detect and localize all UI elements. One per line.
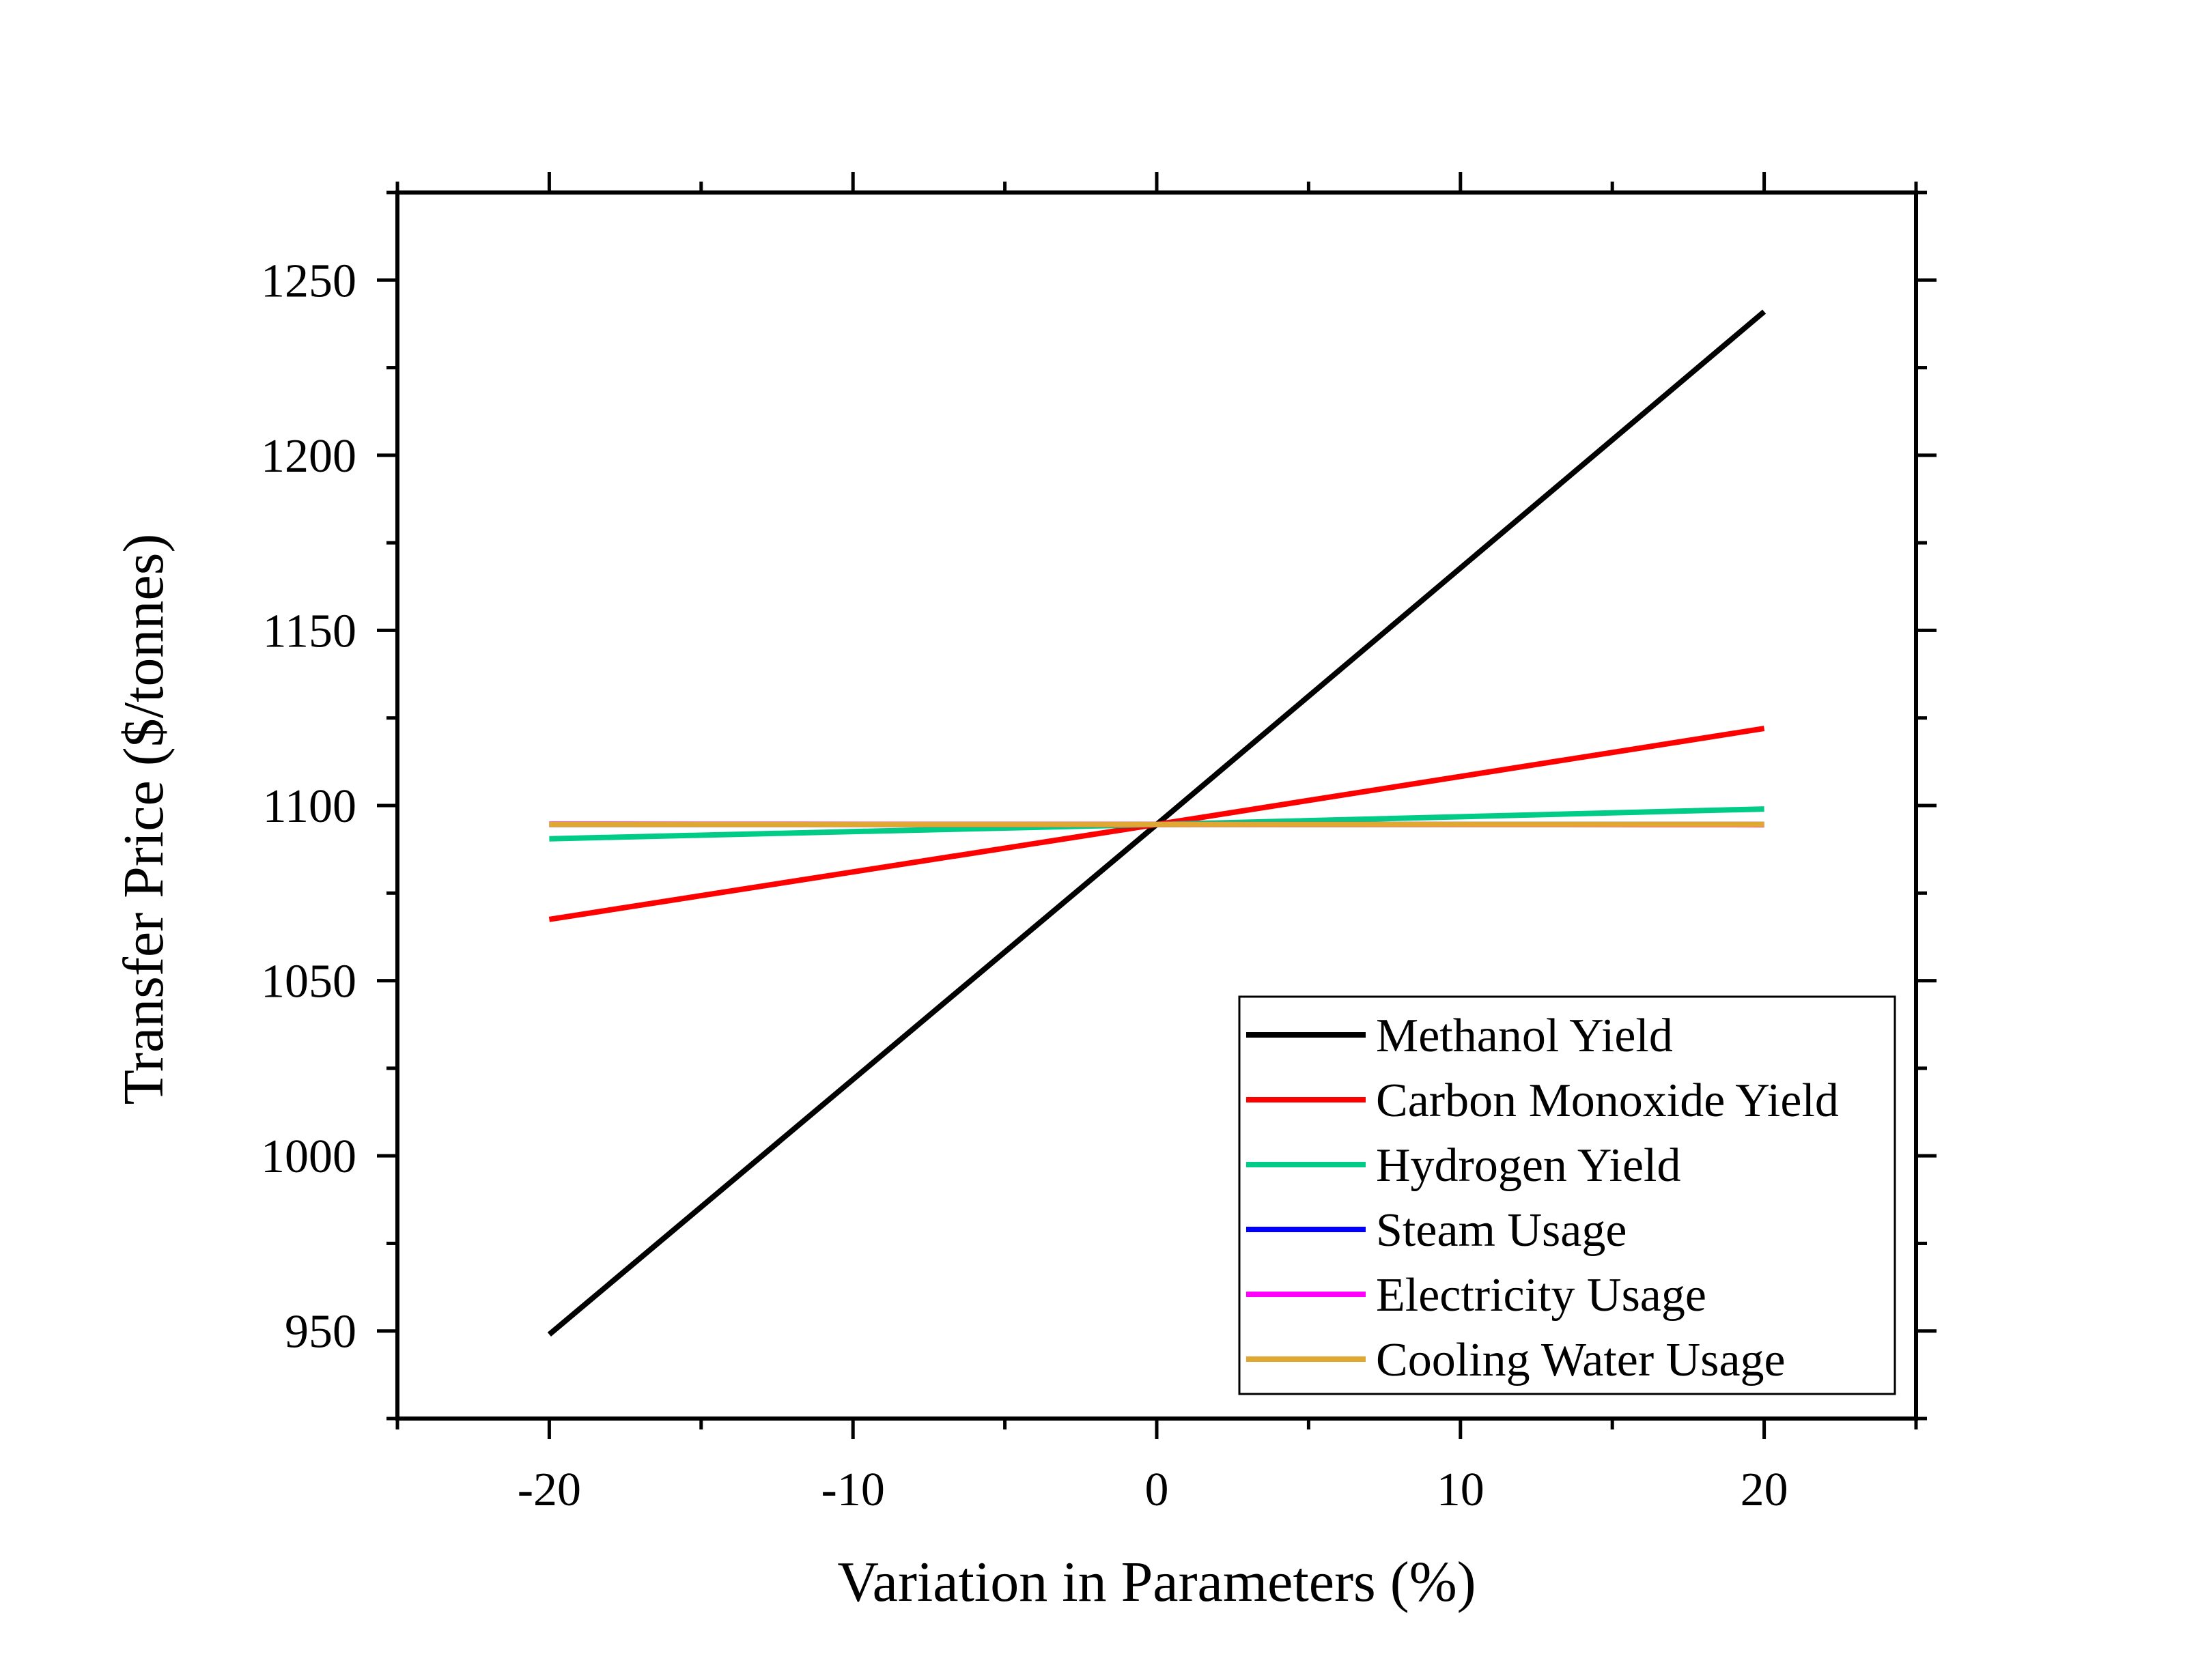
y-tick-label: 1250 (261, 255, 356, 307)
x-tick-label: -20 (518, 1464, 581, 1516)
axes-layer: -20 -10 0 10 20 950 1000 1050 1100 1150 1200 1250 (261, 172, 1937, 1516)
y-tick-label: 1100 (263, 780, 356, 833)
legend-label: Hydrogen Yield (1376, 1139, 1681, 1192)
legend-label: Carbon Monoxide Yield (1376, 1074, 1839, 1127)
legend-label: Steam Usage (1376, 1204, 1627, 1257)
y-tick-label: 1050 (261, 956, 356, 1008)
x-tick-label: 20 (1741, 1464, 1788, 1516)
legend: Methanol Yield Carbon Monoxide Yield Hydro… (1238, 995, 1896, 1395)
x-tick-label: 10 (1437, 1464, 1484, 1516)
legend-label: Methanol Yield (1376, 1010, 1673, 1062)
y-tick-label: 1200 (261, 430, 356, 483)
x-tick-label: -10 (821, 1464, 885, 1516)
y-tick-label: 950 (285, 1306, 356, 1358)
x-axis-title: Variation in Parameters (%) (837, 1550, 1476, 1614)
y-tick-label: 1000 (261, 1130, 356, 1183)
legend-label: Electricity Usage (1376, 1269, 1706, 1322)
y-axis-title: Transfer Price ($/tonnes) (112, 534, 175, 1105)
legend-label: Cooling Water Usage (1376, 1334, 1786, 1386)
x-tick-label: 0 (1145, 1464, 1169, 1516)
series-layer (547, 309, 1766, 1337)
legend-box (1238, 995, 1896, 1395)
y-tick-label: 1150 (263, 605, 356, 657)
